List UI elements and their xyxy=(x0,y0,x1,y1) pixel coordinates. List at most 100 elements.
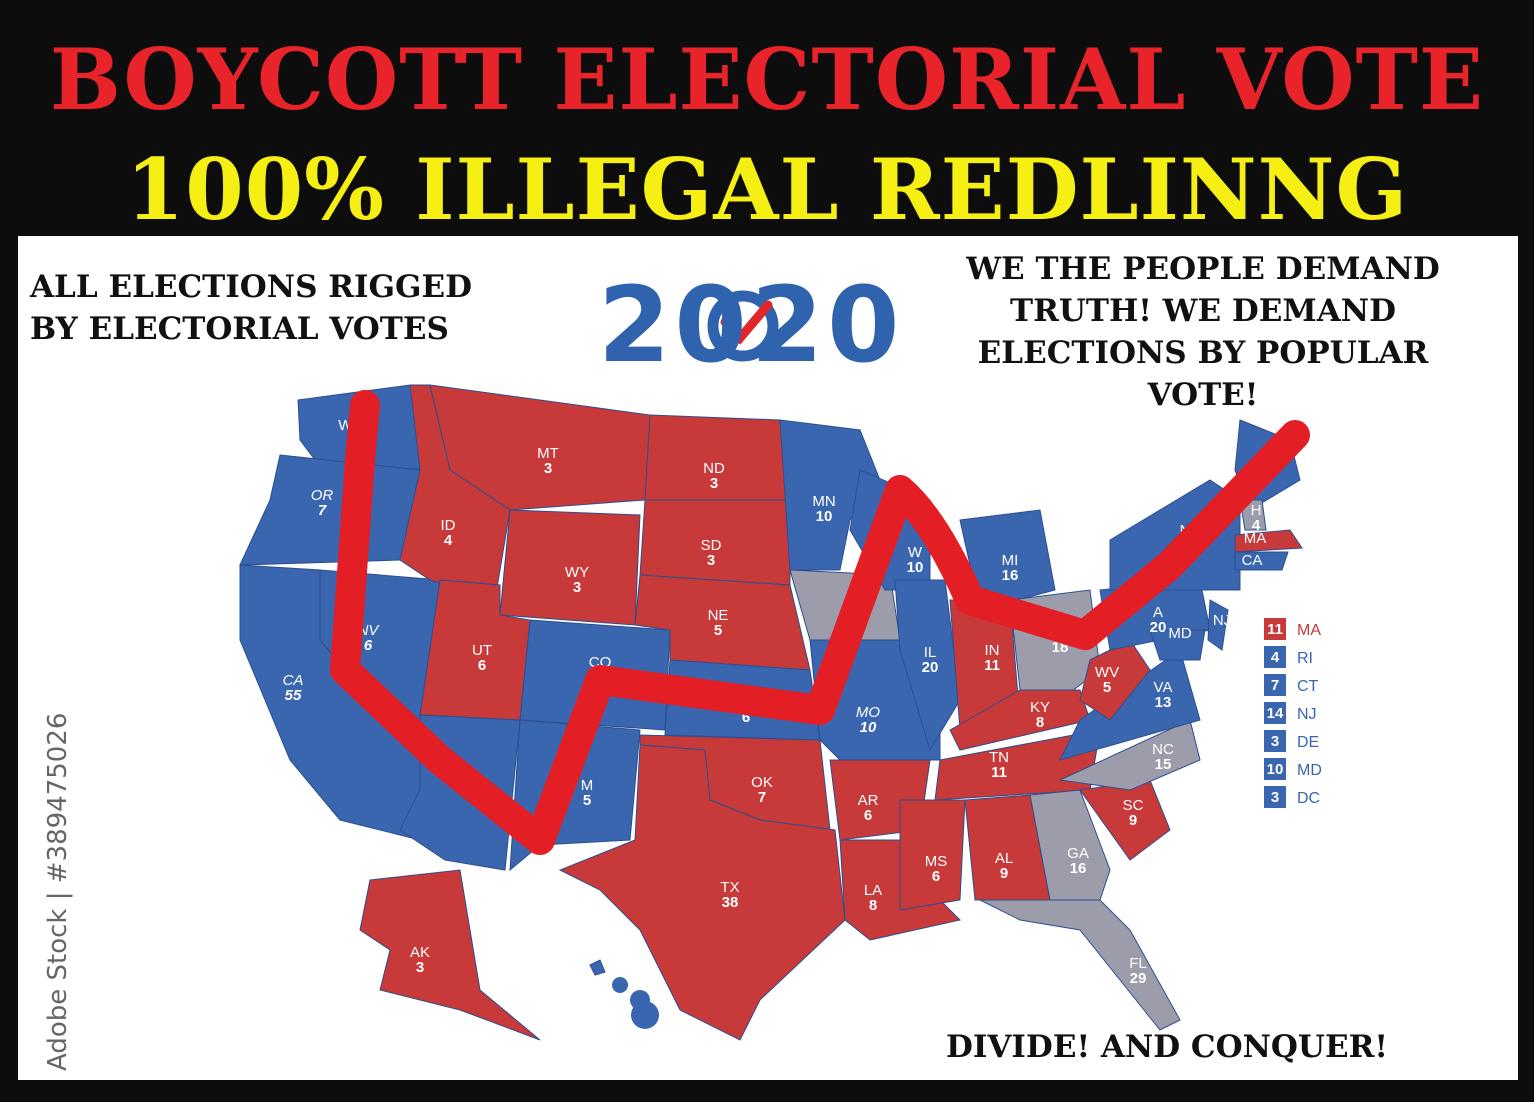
state-abbr: TN xyxy=(989,749,1009,766)
state-abbr: NC xyxy=(1152,741,1174,758)
legend-state: DE xyxy=(1297,734,1319,751)
legend-swatch xyxy=(1264,646,1286,668)
state-md xyxy=(1149,629,1206,661)
state-abbr: AL xyxy=(995,850,1013,867)
state-votes: 5 xyxy=(714,622,722,639)
subheadline: 100% ILLEGAL REDLINNG xyxy=(125,140,1409,239)
state-mt xyxy=(429,384,651,511)
state-abbr: AK xyxy=(410,944,430,961)
state-votes: 10 xyxy=(907,559,924,576)
note-left-line: BY ELECTORIAL VOTES xyxy=(30,311,449,347)
state-abbr: MO xyxy=(856,704,880,721)
logo-text: 2020 xyxy=(598,264,904,386)
state-or xyxy=(239,454,421,566)
logo-circle xyxy=(707,290,779,362)
state-votes: 10 xyxy=(816,508,833,525)
state-votes: 8 xyxy=(869,897,877,914)
state-votes: 3 xyxy=(544,460,552,477)
note-right-line: WE THE PEOPLE DEMAND xyxy=(966,251,1440,287)
state-abbr: OK xyxy=(751,774,773,791)
state-votes: 3 xyxy=(710,475,718,492)
legend-swatch xyxy=(1264,618,1286,640)
state-votes: 4 xyxy=(444,532,453,549)
state-label: MO 10 xyxy=(856,704,880,736)
state-label: AL 9 xyxy=(995,850,1013,882)
hawaii-island xyxy=(612,977,628,993)
legend-swatch xyxy=(1264,786,1286,808)
state-label: 6 xyxy=(742,709,750,726)
note-right-line: ELECTIONS BY POPULAR xyxy=(977,335,1429,371)
state-votes: 7 xyxy=(758,789,766,806)
state-label: CA xyxy=(1242,552,1263,569)
state-abbr: OR xyxy=(311,487,334,504)
state-abbr: SD xyxy=(701,537,722,554)
state-nj xyxy=(1207,599,1229,651)
legend-votes: 3 xyxy=(1271,733,1279,750)
state-abbr: M xyxy=(581,777,594,794)
state-label: HI 4 xyxy=(589,992,604,1024)
legend-swatch xyxy=(1264,730,1286,752)
note-right-line: VOTE! xyxy=(1147,377,1259,413)
state-votes: 9 xyxy=(1129,812,1137,829)
state-label: CA 55 xyxy=(283,672,304,704)
state-abbr: HI xyxy=(589,992,604,1009)
state-votes: 55 xyxy=(285,687,302,704)
state-label: TN 11 xyxy=(989,749,1009,781)
state-abbr: MS xyxy=(925,853,948,870)
state-abbr: TX xyxy=(720,879,739,896)
state-votes: 9 xyxy=(1000,865,1008,882)
watermark: Adobe Stock | #389475026 xyxy=(43,712,73,1071)
legend-state: MD xyxy=(1297,762,1322,779)
state-abbr: CA xyxy=(1242,552,1263,569)
state-ms xyxy=(899,799,966,911)
state-label: MI 16 xyxy=(1002,552,1019,584)
state-votes: 6 xyxy=(364,637,373,654)
state-abbr: NV xyxy=(358,622,381,639)
state-votes: 29 xyxy=(1130,970,1147,987)
legend-votes: 14 xyxy=(1267,705,1284,722)
state-abbr: MA xyxy=(1244,530,1267,547)
state-votes: 4 xyxy=(591,1007,601,1024)
state-abbr: A xyxy=(1153,604,1163,621)
legend-state: MA xyxy=(1297,622,1321,639)
state-label: MD xyxy=(1168,625,1191,642)
state-label: A 20 xyxy=(1150,604,1167,636)
state-votes: 3 xyxy=(416,959,424,976)
state-abbr: WY xyxy=(565,564,589,581)
state-abbr: NE xyxy=(708,607,729,624)
state-abbr: MN xyxy=(812,493,835,510)
legend-state: NJ xyxy=(1297,706,1317,723)
note-left: ALL ELECTIONS RIGGED BY ELECTORIAL VOTES xyxy=(30,266,472,350)
state-label: GA 16 xyxy=(1067,845,1089,877)
legend-state: DC xyxy=(1297,790,1320,807)
legend-votes: 4 xyxy=(1271,649,1280,666)
hawaii-island xyxy=(631,1001,659,1029)
state-abbr: W xyxy=(908,544,923,561)
state-votes: 6 xyxy=(478,657,486,674)
state-label: TX 38 xyxy=(720,879,739,911)
state-votes: 16 xyxy=(1002,567,1019,584)
state-label: W 10 xyxy=(907,544,924,576)
state-hi xyxy=(589,959,606,976)
state-label: ND 3 xyxy=(703,460,725,492)
state-votes: 5 xyxy=(583,792,591,809)
headline: BOYCOTT ELECTORIAL VOTE xyxy=(49,30,1485,129)
state-ma xyxy=(1234,529,1303,553)
state-tx xyxy=(558,744,846,1041)
legend-votes: 3 xyxy=(1271,789,1279,806)
state-votes: 11 xyxy=(984,657,1000,674)
state-h xyxy=(1239,499,1267,531)
state-abbr: CA xyxy=(283,672,304,689)
state-il xyxy=(894,579,961,752)
state-abbr: LA xyxy=(864,882,882,899)
state-label: LA 8 xyxy=(864,882,882,914)
state-abbr: FL xyxy=(1129,955,1147,972)
note-right-line: TRUTH! WE DEMAND xyxy=(1010,293,1396,329)
state-abbr: MI xyxy=(1002,552,1019,569)
state-label: OK 7 xyxy=(751,774,773,806)
state-abbr: ID xyxy=(441,517,456,534)
state-abbr: WV xyxy=(1095,664,1119,681)
state-label: MA xyxy=(1244,530,1267,547)
